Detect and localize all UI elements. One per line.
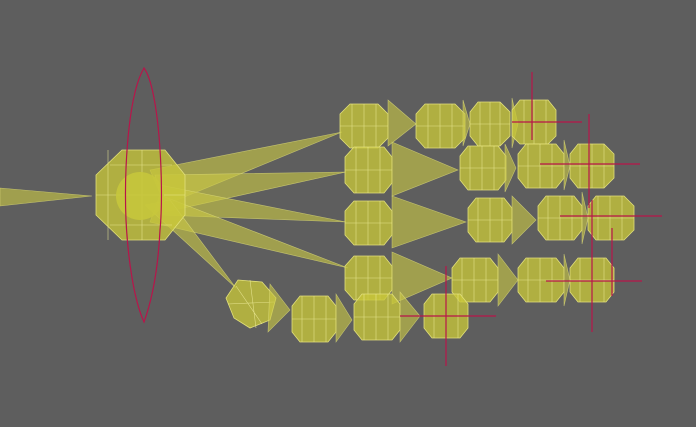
thumb-tip-cross[interactable] bbox=[400, 266, 496, 366]
finger-ring[interactable] bbox=[344, 191, 635, 249]
thumb-phalanx-1[interactable] bbox=[225, 279, 277, 329]
ring-tip-cross[interactable] bbox=[560, 200, 662, 332]
finger-thumb[interactable] bbox=[225, 279, 469, 343]
palm-bone[interactable] bbox=[95, 149, 186, 241]
index-tip-cross[interactable] bbox=[512, 72, 582, 140]
wrist-helper-ellipse[interactable] bbox=[124, 66, 163, 324]
finger-index[interactable] bbox=[339, 97, 557, 149]
pinky-tip-cross[interactable] bbox=[546, 228, 642, 296]
metacarpal-bones[interactable] bbox=[144, 131, 349, 289]
forearm-bone[interactable] bbox=[0, 187, 93, 207]
helper-gizmos[interactable] bbox=[124, 66, 662, 366]
finger-middle[interactable] bbox=[344, 139, 615, 197]
middle-tip-cross[interactable] bbox=[540, 114, 640, 208]
